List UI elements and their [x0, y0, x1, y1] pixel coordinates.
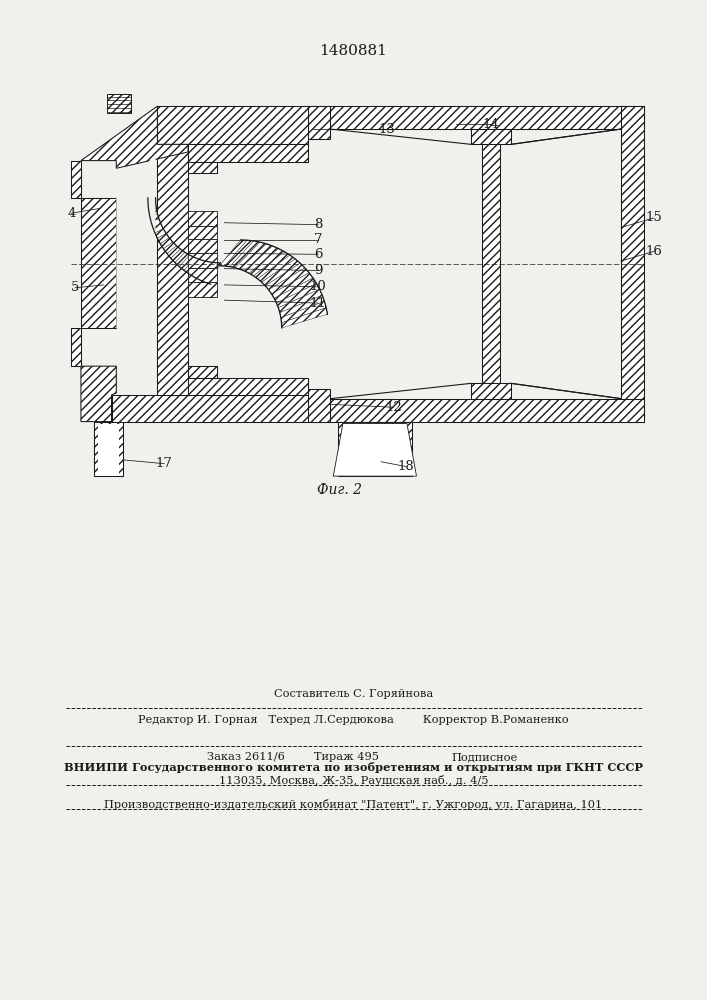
Text: 13: 13	[378, 123, 395, 136]
Polygon shape	[279, 289, 322, 313]
Text: Производственно-издательский комбинат "Патент", г. Ужгород, ул. Гагарина, 101: Производственно-издательский комбинат "П…	[104, 799, 602, 810]
Polygon shape	[274, 278, 317, 303]
Text: Фиг. 2: Фиг. 2	[317, 483, 361, 497]
Polygon shape	[281, 308, 327, 328]
Polygon shape	[188, 268, 216, 282]
Text: 6: 6	[314, 248, 322, 261]
Polygon shape	[482, 144, 500, 383]
Polygon shape	[71, 161, 81, 198]
Polygon shape	[188, 144, 308, 162]
Text: 113035, Москва, Ж-35, Раушская наб., д. 4/5: 113035, Москва, Ж-35, Раушская наб., д. …	[218, 775, 488, 786]
Polygon shape	[163, 242, 177, 254]
Text: 14: 14	[483, 118, 499, 131]
Polygon shape	[184, 257, 199, 274]
Polygon shape	[167, 246, 180, 258]
Polygon shape	[180, 255, 194, 270]
Polygon shape	[308, 106, 330, 139]
Polygon shape	[281, 301, 326, 323]
Polygon shape	[188, 378, 308, 395]
Polygon shape	[308, 399, 644, 422]
Polygon shape	[151, 219, 161, 227]
Polygon shape	[265, 263, 305, 290]
Polygon shape	[194, 261, 210, 280]
Polygon shape	[188, 162, 216, 173]
Text: 8: 8	[314, 218, 322, 231]
Polygon shape	[254, 252, 290, 279]
Text: Заказ 2611/6        Тираж 495: Заказ 2611/6 Тираж 495	[207, 752, 379, 762]
Polygon shape	[158, 144, 188, 395]
Polygon shape	[333, 424, 416, 476]
Text: 9: 9	[314, 264, 322, 277]
Text: 1480881: 1480881	[320, 44, 387, 58]
Polygon shape	[150, 214, 159, 222]
Polygon shape	[112, 395, 308, 422]
Text: 17: 17	[156, 457, 173, 470]
Text: ВНИИПИ Государственного комитета по изобретениям и открытиям при ГКНТ СССР: ВНИИПИ Государственного комитета по изоб…	[64, 762, 643, 773]
Text: 11: 11	[310, 297, 327, 310]
Polygon shape	[188, 366, 216, 378]
Polygon shape	[81, 198, 117, 328]
Text: 12: 12	[385, 401, 402, 414]
Polygon shape	[189, 259, 204, 277]
Text: 7: 7	[314, 233, 322, 246]
Polygon shape	[81, 366, 117, 422]
Polygon shape	[71, 328, 81, 366]
Polygon shape	[269, 268, 309, 294]
Polygon shape	[117, 154, 156, 385]
Polygon shape	[158, 106, 308, 144]
Polygon shape	[471, 129, 511, 144]
Polygon shape	[262, 259, 300, 286]
Polygon shape	[188, 211, 216, 226]
Polygon shape	[148, 209, 158, 216]
Polygon shape	[188, 226, 216, 239]
Polygon shape	[471, 383, 511, 399]
Polygon shape	[148, 198, 156, 204]
Text: 5: 5	[71, 281, 79, 294]
Text: Редактор И. Горная   Техред Л.Сердюкова        Корректор В.Романенко: Редактор И. Горная Техред Л.Сердюкова Ко…	[138, 715, 568, 725]
Text: 16: 16	[645, 245, 662, 258]
Text: 4: 4	[67, 207, 76, 220]
Polygon shape	[235, 242, 267, 269]
Polygon shape	[98, 424, 119, 476]
Polygon shape	[199, 262, 215, 282]
Polygon shape	[240, 244, 273, 271]
Polygon shape	[225, 240, 254, 267]
Text: Составитель С. Горяйнова: Составитель С. Горяйнова	[274, 689, 433, 699]
Polygon shape	[621, 106, 644, 422]
Polygon shape	[158, 233, 169, 244]
Polygon shape	[107, 94, 131, 113]
Polygon shape	[188, 282, 216, 297]
Polygon shape	[280, 295, 325, 318]
Polygon shape	[153, 224, 163, 233]
Text: 18: 18	[397, 460, 414, 473]
Polygon shape	[205, 263, 221, 284]
Polygon shape	[171, 249, 185, 263]
Polygon shape	[175, 252, 189, 267]
Polygon shape	[94, 422, 123, 476]
Polygon shape	[220, 240, 247, 266]
Text: Подписное: Подписное	[451, 752, 518, 762]
Text: 10: 10	[310, 280, 327, 293]
Polygon shape	[148, 203, 156, 210]
Polygon shape	[188, 239, 216, 253]
Polygon shape	[81, 106, 188, 168]
Polygon shape	[160, 238, 173, 249]
Polygon shape	[230, 241, 260, 268]
Polygon shape	[308, 106, 644, 129]
Polygon shape	[276, 284, 320, 308]
Polygon shape	[155, 229, 166, 238]
Polygon shape	[271, 273, 313, 298]
Polygon shape	[258, 255, 296, 282]
Polygon shape	[245, 246, 279, 273]
Text: 15: 15	[645, 211, 662, 224]
Polygon shape	[249, 249, 284, 276]
Polygon shape	[188, 253, 216, 268]
Polygon shape	[308, 389, 330, 422]
Polygon shape	[338, 422, 411, 476]
